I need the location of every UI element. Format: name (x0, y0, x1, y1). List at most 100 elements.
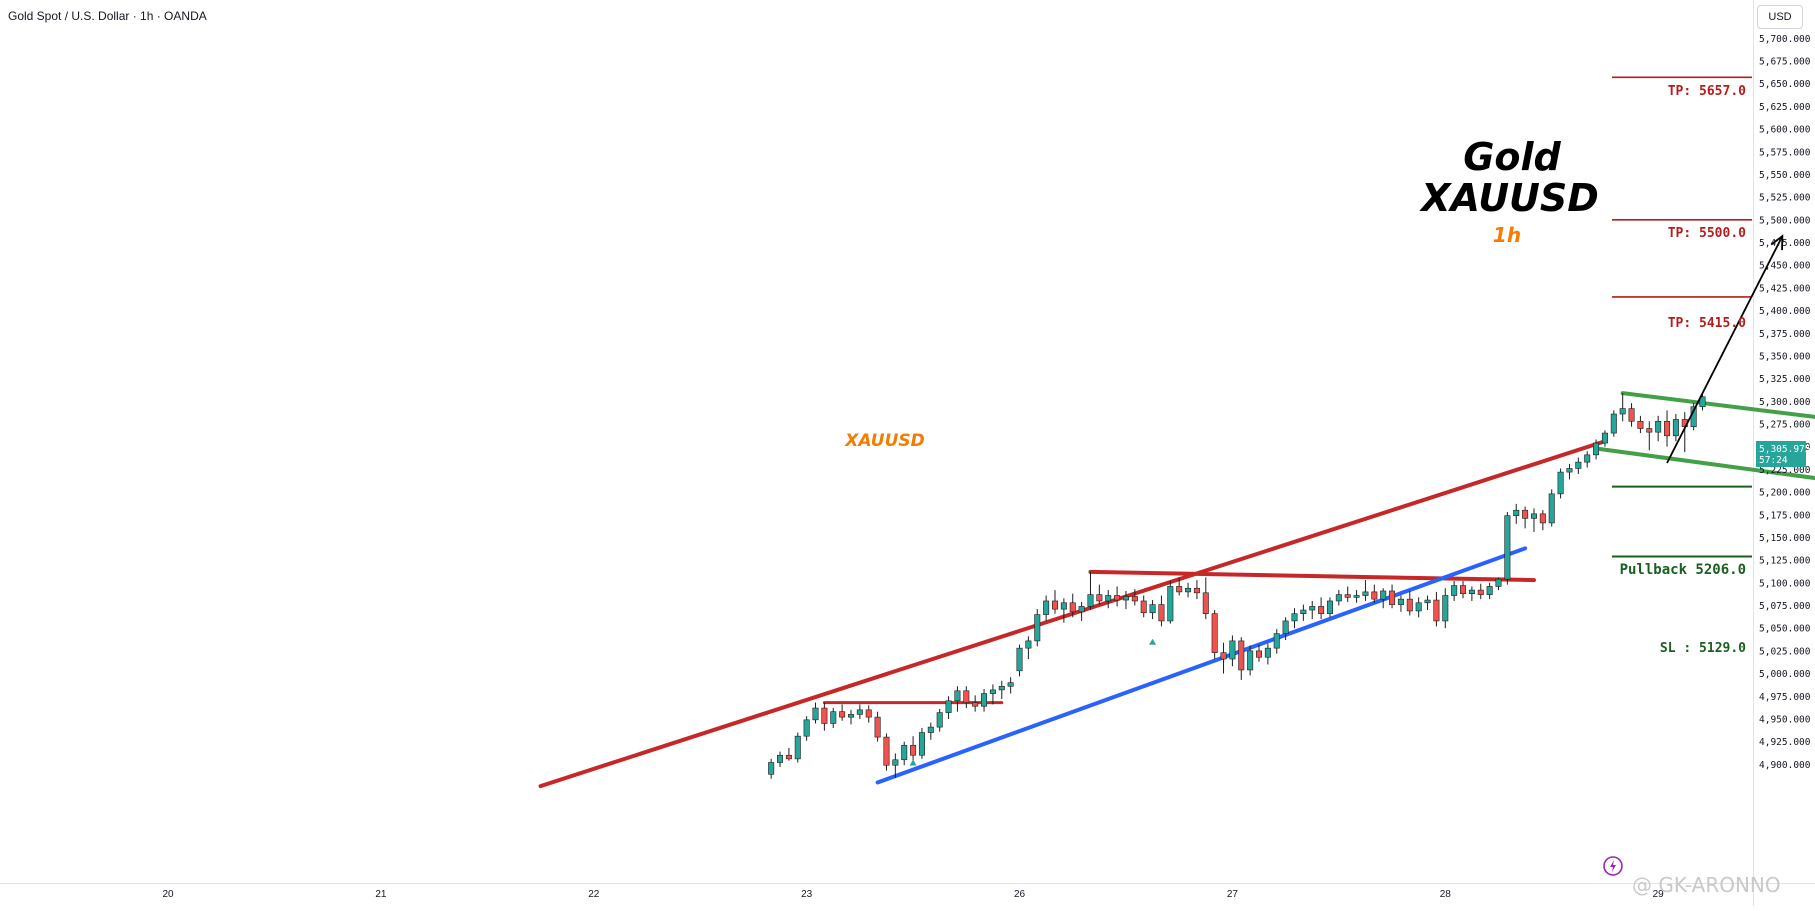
candle[interactable] (1229, 635, 1236, 667)
candle[interactable] (1468, 586, 1475, 601)
candle[interactable] (1114, 586, 1121, 607)
candle[interactable] (1353, 590, 1360, 603)
candle[interactable] (1211, 610, 1218, 660)
candle[interactable] (892, 753, 899, 778)
projection-arrow-line[interactable] (1666, 235, 1784, 464)
candle[interactable] (1593, 439, 1600, 460)
candle[interactable] (1477, 583, 1484, 600)
candle[interactable] (936, 708, 943, 732)
candle[interactable] (1389, 584, 1396, 609)
candle[interactable] (989, 684, 996, 705)
candle[interactable] (1282, 617, 1289, 640)
candle[interactable] (1362, 580, 1369, 601)
candle[interactable] (1318, 597, 1325, 620)
candle[interactable] (1610, 410, 1617, 437)
candle[interactable] (1140, 595, 1147, 618)
candle[interactable] (821, 702, 828, 731)
candle[interactable] (1016, 644, 1023, 677)
candle[interactable] (901, 741, 908, 766)
candle[interactable] (1664, 410, 1671, 447)
trendline-flag-upper[interactable] (1620, 391, 1815, 419)
candle[interactable] (794, 732, 801, 763)
candle[interactable] (1548, 489, 1555, 527)
candle[interactable] (874, 711, 881, 742)
candle[interactable] (918, 728, 925, 759)
candle[interactable] (1220, 642, 1227, 674)
candle[interactable] (927, 722, 934, 740)
candle[interactable] (1043, 595, 1050, 621)
symbol-title[interactable]: Gold Spot / U.S. Dollar · 1h · OANDA (8, 9, 207, 23)
candle[interactable] (972, 695, 979, 712)
candle[interactable] (847, 709, 854, 725)
candle[interactable] (1672, 414, 1679, 442)
candle[interactable] (1034, 609, 1041, 647)
candle[interactable] (1025, 636, 1032, 660)
trendline-flag-lower[interactable] (1594, 446, 1815, 481)
candle[interactable] (865, 705, 872, 723)
candle[interactable] (1406, 590, 1413, 616)
candle[interactable] (803, 716, 810, 741)
candle[interactable] (1344, 586, 1351, 602)
candle[interactable] (1433, 591, 1440, 627)
trendline-horizontal-resistance[interactable] (1088, 569, 1536, 583)
candle[interactable] (830, 708, 837, 729)
candle[interactable] (1238, 637, 1245, 680)
candle[interactable] (1522, 506, 1529, 529)
candle[interactable] (1646, 421, 1653, 451)
candle[interactable] (1256, 644, 1263, 662)
candle[interactable] (1105, 590, 1112, 609)
candle[interactable] (1060, 598, 1067, 623)
candle[interactable] (1371, 584, 1378, 603)
candle[interactable] (1601, 430, 1608, 447)
currency-button[interactable]: USD (1757, 5, 1803, 29)
candle[interactable] (1637, 415, 1644, 434)
candle[interactable] (1149, 600, 1156, 620)
candle[interactable] (1451, 580, 1458, 601)
candle[interactable] (998, 680, 1005, 699)
candle[interactable] (1078, 601, 1085, 621)
candle[interactable] (1052, 590, 1059, 614)
candle[interactable] (1486, 582, 1493, 600)
candle[interactable] (1193, 580, 1200, 600)
candle[interactable] (1122, 590, 1129, 610)
candle[interactable] (1495, 577, 1502, 591)
candle[interactable] (1628, 403, 1635, 427)
candle[interactable] (812, 702, 819, 724)
candle[interactable] (1513, 503, 1520, 524)
candle[interactable] (883, 733, 890, 771)
candle[interactable] (1530, 508, 1537, 532)
candle[interactable] (1185, 582, 1192, 598)
candle[interactable] (1380, 588, 1387, 609)
candle[interactable] (1202, 577, 1209, 620)
candle[interactable] (910, 736, 917, 763)
candle[interactable] (856, 704, 863, 719)
candle[interactable] (1415, 597, 1422, 618)
candle[interactable] (1131, 589, 1138, 606)
candle[interactable] (1460, 580, 1467, 599)
candle[interactable] (1264, 643, 1271, 665)
candle[interactable] (768, 758, 775, 779)
candle[interactable] (839, 704, 846, 721)
candle[interactable] (1007, 677, 1014, 694)
candle[interactable] (1504, 512, 1511, 585)
candle[interactable] (1291, 608, 1298, 629)
trendline-rising-support[interactable] (875, 546, 1528, 785)
candle[interactable] (1167, 580, 1174, 624)
candle[interactable] (785, 747, 792, 761)
candle[interactable] (1699, 394, 1706, 411)
candle[interactable] (1575, 457, 1582, 474)
candle[interactable] (1158, 595, 1165, 627)
candle[interactable] (1539, 510, 1546, 531)
candle[interactable] (1335, 590, 1342, 606)
candle[interactable] (1309, 600, 1316, 620)
candle[interactable] (777, 751, 784, 768)
candle[interactable] (1096, 584, 1103, 605)
candle[interactable] (1557, 468, 1564, 499)
candle[interactable] (1176, 577, 1183, 596)
candle[interactable] (1397, 595, 1404, 612)
candle[interactable] (1566, 463, 1573, 480)
candle[interactable] (954, 686, 961, 712)
candle[interactable] (1424, 595, 1431, 611)
candle[interactable] (1087, 571, 1094, 611)
